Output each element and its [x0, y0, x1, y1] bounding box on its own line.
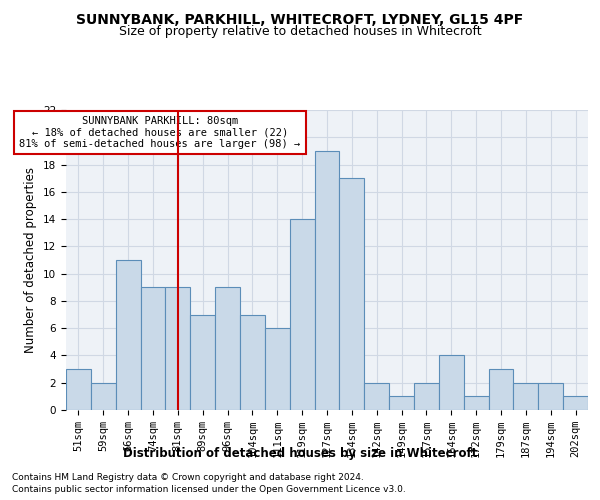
- Text: Contains public sector information licensed under the Open Government Licence v3: Contains public sector information licen…: [12, 485, 406, 494]
- Bar: [464, 396, 488, 410]
- Bar: [538, 382, 563, 410]
- Text: Contains HM Land Registry data © Crown copyright and database right 2024.: Contains HM Land Registry data © Crown c…: [12, 472, 364, 482]
- Y-axis label: Number of detached properties: Number of detached properties: [25, 167, 37, 353]
- Text: SUNNYBANK, PARKHILL, WHITECROFT, LYDNEY, GL15 4PF: SUNNYBANK, PARKHILL, WHITECROFT, LYDNEY,…: [76, 12, 524, 26]
- Bar: [190, 314, 215, 410]
- Bar: [215, 288, 240, 410]
- Bar: [488, 369, 514, 410]
- Text: SUNNYBANK PARKHILL: 80sqm
← 18% of detached houses are smaller (22)
81% of semi-: SUNNYBANK PARKHILL: 80sqm ← 18% of detac…: [19, 116, 301, 149]
- Bar: [265, 328, 290, 410]
- Bar: [563, 396, 588, 410]
- Bar: [66, 369, 91, 410]
- Bar: [240, 314, 265, 410]
- Bar: [314, 151, 340, 410]
- Bar: [290, 219, 314, 410]
- Bar: [389, 396, 414, 410]
- Bar: [91, 382, 116, 410]
- Bar: [340, 178, 364, 410]
- Bar: [140, 288, 166, 410]
- Text: Size of property relative to detached houses in Whitecroft: Size of property relative to detached ho…: [119, 25, 481, 38]
- Bar: [116, 260, 140, 410]
- Bar: [514, 382, 538, 410]
- Text: Distribution of detached houses by size in Whitecroft: Distribution of detached houses by size …: [123, 448, 477, 460]
- Bar: [166, 288, 190, 410]
- Bar: [414, 382, 439, 410]
- Bar: [439, 356, 464, 410]
- Bar: [364, 382, 389, 410]
